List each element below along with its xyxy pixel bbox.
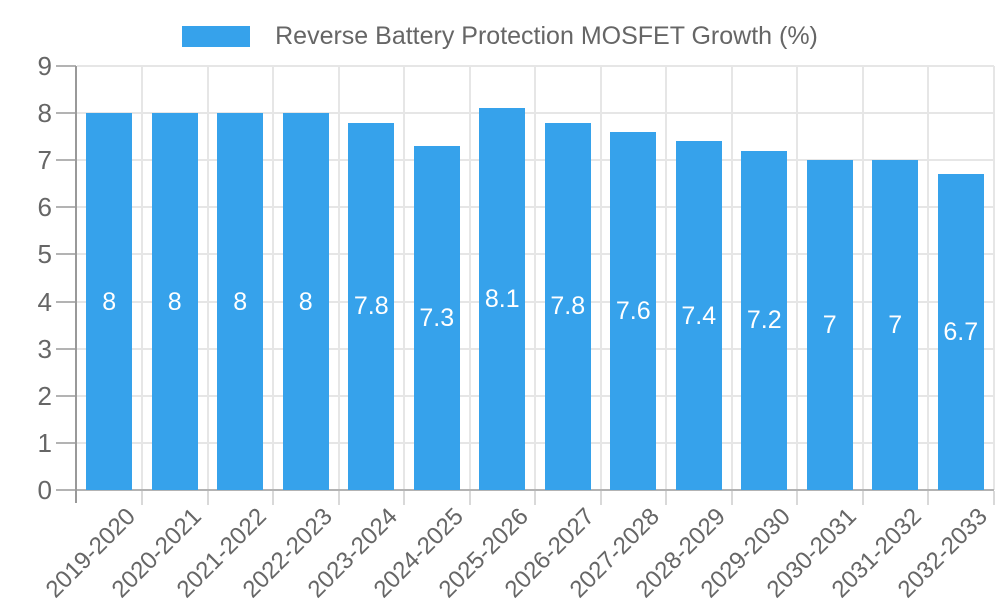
bar-value-label: 6.7 — [943, 318, 979, 347]
x-tick-mark — [796, 491, 798, 505]
x-gridline — [992, 66, 995, 490]
bar-2022-2023[interactable] — [282, 113, 329, 490]
y-tick-mark — [56, 112, 76, 115]
x-tick-mark — [992, 491, 995, 505]
y-tick-mark — [56, 300, 76, 303]
y-tick-mark — [56, 159, 76, 162]
x-tick-mark — [468, 491, 471, 505]
x-gridline — [206, 66, 209, 490]
bar-2027-2028[interactable] — [610, 131, 657, 490]
x-gridline — [599, 66, 602, 490]
bar-value-label: 8.1 — [484, 285, 520, 314]
bar-value-label: 7.2 — [746, 306, 782, 335]
y-axis-tick-label: 0 — [37, 475, 52, 505]
y-axis-tick-label: 7 — [37, 145, 52, 176]
bar-value-label: 8 — [102, 287, 117, 316]
bar-value-label: 8 — [167, 287, 182, 316]
x-gridline — [796, 66, 798, 490]
bar-2020-2021[interactable] — [151, 113, 198, 490]
x-gridline — [861, 66, 864, 490]
bar-2026-2027[interactable] — [544, 122, 591, 490]
x-axis-baseline — [56, 489, 994, 491]
x-tick-mark — [730, 491, 733, 505]
x-tick-mark — [272, 491, 274, 505]
x-tick-mark — [599, 491, 602, 505]
x-gridline — [272, 66, 274, 490]
y-tick-mark — [56, 441, 76, 444]
x-tick-mark — [141, 491, 143, 505]
y-axis-tick-label: 8 — [37, 98, 52, 129]
x-gridline — [534, 66, 536, 490]
bar-2029-2030[interactable] — [741, 150, 788, 490]
bar-2024-2025[interactable] — [413, 146, 460, 490]
y-tick-mark — [56, 65, 76, 67]
bar-value-label: 7.8 — [353, 292, 389, 321]
x-tick-mark — [665, 491, 667, 505]
x-gridline — [927, 66, 929, 490]
y-tick-mark — [56, 253, 76, 256]
bar-value-label: 7.8 — [550, 292, 586, 321]
legend-label: Reverse Battery Protection MOSFET Growth… — [275, 22, 818, 50]
bar-2030-2031[interactable] — [806, 160, 853, 490]
y-tick-mark — [56, 347, 76, 350]
y-axis-tick-label: 4 — [37, 286, 52, 317]
bar-value-label: 8 — [233, 287, 248, 316]
bar-2025-2026[interactable] — [479, 108, 526, 490]
y-axis-tick-label: 3 — [37, 333, 52, 364]
x-gridline — [141, 66, 143, 490]
bar-2023-2024[interactable] — [348, 122, 395, 490]
legend-swatch — [182, 26, 251, 47]
x-gridline — [337, 66, 340, 490]
chart-legend[interactable]: Reverse Battery Protection MOSFET Growth… — [0, 22, 1000, 51]
y-axis-tick-label: 1 — [37, 427, 52, 458]
x-tick-mark — [403, 491, 405, 505]
x-tick-mark — [337, 491, 340, 505]
bar-value-label: 7 — [822, 311, 837, 340]
x-tick-mark — [534, 491, 536, 505]
y-tick-mark — [56, 394, 76, 397]
x-tick-mark — [206, 491, 209, 505]
x-tick-mark — [927, 491, 929, 505]
bar-value-label: 7.4 — [681, 301, 717, 330]
bar-2031-2032[interactable] — [872, 160, 919, 490]
bar-value-label: 8 — [298, 287, 313, 316]
x-gridline — [403, 66, 405, 490]
y-axis-tick-label: 9 — [37, 51, 52, 81]
bar-value-label: 7 — [888, 311, 903, 340]
bar-2032-2033[interactable] — [937, 174, 984, 490]
bar-2021-2022[interactable] — [217, 113, 264, 490]
y-axis-tick-label: 2 — [37, 380, 52, 411]
x-tick-mark — [861, 491, 864, 505]
bar-2019-2020[interactable] — [86, 113, 133, 490]
y-tick-mark — [56, 206, 76, 209]
bar-value-label: 7.6 — [615, 296, 651, 325]
y-axis-tick-label: 5 — [37, 239, 52, 270]
bar-2028-2029[interactable] — [675, 141, 722, 490]
y-axis-tick-label: 6 — [37, 192, 52, 223]
x-gridline — [665, 66, 667, 490]
bar-value-label: 7.3 — [419, 304, 455, 333]
x-gridline — [730, 66, 733, 490]
y-axis-line — [75, 66, 77, 503]
x-gridline — [468, 66, 471, 490]
